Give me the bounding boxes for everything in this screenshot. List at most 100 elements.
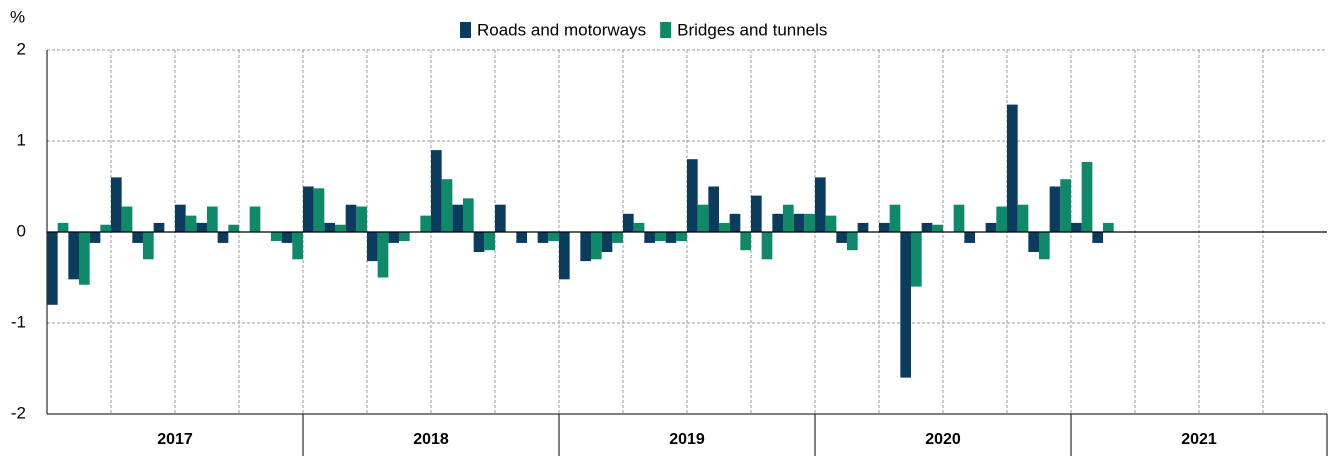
bar — [964, 232, 975, 243]
bar — [772, 213, 783, 232]
bar — [1017, 204, 1029, 232]
x-group-label: 2017 — [157, 431, 193, 448]
bar — [388, 232, 399, 243]
bar — [68, 232, 79, 280]
bar — [495, 204, 506, 232]
bar — [793, 213, 805, 232]
bar — [207, 206, 218, 232]
bar — [420, 215, 431, 232]
bar — [196, 222, 207, 232]
bar — [377, 232, 389, 278]
bar — [729, 213, 741, 232]
bar — [473, 232, 485, 253]
y-tick-label: 2 — [17, 39, 26, 58]
bar — [633, 222, 645, 232]
bar — [441, 179, 453, 232]
bar — [889, 204, 901, 232]
bar — [249, 206, 261, 232]
bar — [601, 232, 613, 253]
bar — [996, 206, 1007, 232]
bar — [783, 204, 794, 232]
bar — [623, 213, 634, 232]
bar — [57, 222, 69, 232]
bar — [676, 232, 687, 242]
bar — [825, 215, 837, 232]
bar — [591, 232, 602, 260]
bar — [911, 232, 922, 287]
bar — [484, 232, 495, 251]
bar — [953, 204, 965, 232]
legend-label: Roads and motorways — [477, 20, 646, 39]
bar — [932, 224, 943, 232]
bar — [548, 232, 559, 242]
legend-swatch — [660, 22, 672, 38]
bar — [367, 232, 378, 262]
bar — [452, 204, 463, 232]
bar — [1049, 186, 1061, 232]
bar — [292, 232, 303, 260]
bar — [324, 222, 335, 232]
bar — [121, 206, 133, 232]
bar — [537, 232, 549, 243]
bar — [879, 222, 890, 232]
bar — [985, 222, 997, 232]
bar — [132, 232, 143, 243]
bar — [751, 195, 762, 232]
bar — [687, 159, 698, 232]
bar — [1028, 232, 1039, 253]
legend-swatch — [460, 22, 471, 38]
x-group-label: 2018 — [413, 431, 449, 448]
bar — [836, 232, 847, 243]
bar — [271, 232, 282, 242]
bar — [281, 232, 293, 243]
y-unit: % — [10, 7, 25, 26]
bar — [580, 232, 591, 262]
legend-label: Bridges and tunnels — [677, 20, 827, 39]
bar — [740, 232, 751, 251]
bar — [857, 222, 869, 232]
bar — [708, 186, 719, 232]
bar — [1092, 232, 1103, 243]
bar — [111, 177, 122, 232]
bar — [399, 232, 410, 242]
x-group-label: 2019 — [669, 431, 705, 448]
bar — [431, 150, 442, 232]
x-group-label: 2020 — [925, 431, 961, 448]
bar — [185, 215, 197, 232]
bar — [761, 232, 773, 260]
y-tick-label: 1 — [17, 130, 26, 149]
bar — [1103, 222, 1114, 232]
bar — [1060, 179, 1071, 232]
bar — [612, 232, 623, 243]
bar — [697, 204, 709, 232]
bar — [921, 222, 933, 232]
bar — [719, 222, 730, 232]
bar — [559, 232, 570, 280]
bar — [79, 232, 90, 285]
bar — [655, 232, 666, 242]
bar — [47, 232, 58, 305]
bar — [153, 222, 165, 232]
bar — [1039, 232, 1050, 260]
bar — [335, 224, 346, 232]
bar — [356, 206, 367, 232]
bar — [665, 232, 677, 243]
bar — [644, 232, 655, 243]
bar — [1007, 104, 1018, 232]
bar — [345, 204, 357, 232]
bar — [463, 198, 474, 232]
bar — [228, 224, 239, 232]
bar — [143, 232, 154, 260]
bar — [313, 188, 325, 232]
bar — [815, 177, 826, 232]
bar — [89, 232, 101, 243]
y-tick-label: -2 — [11, 403, 26, 422]
bar — [847, 232, 858, 251]
x-group-label: 2021 — [1181, 431, 1217, 448]
bar — [1081, 161, 1093, 232]
bar — [303, 186, 314, 232]
y-tick-label: 0 — [17, 221, 26, 240]
bar — [516, 232, 527, 243]
bar — [100, 224, 111, 232]
